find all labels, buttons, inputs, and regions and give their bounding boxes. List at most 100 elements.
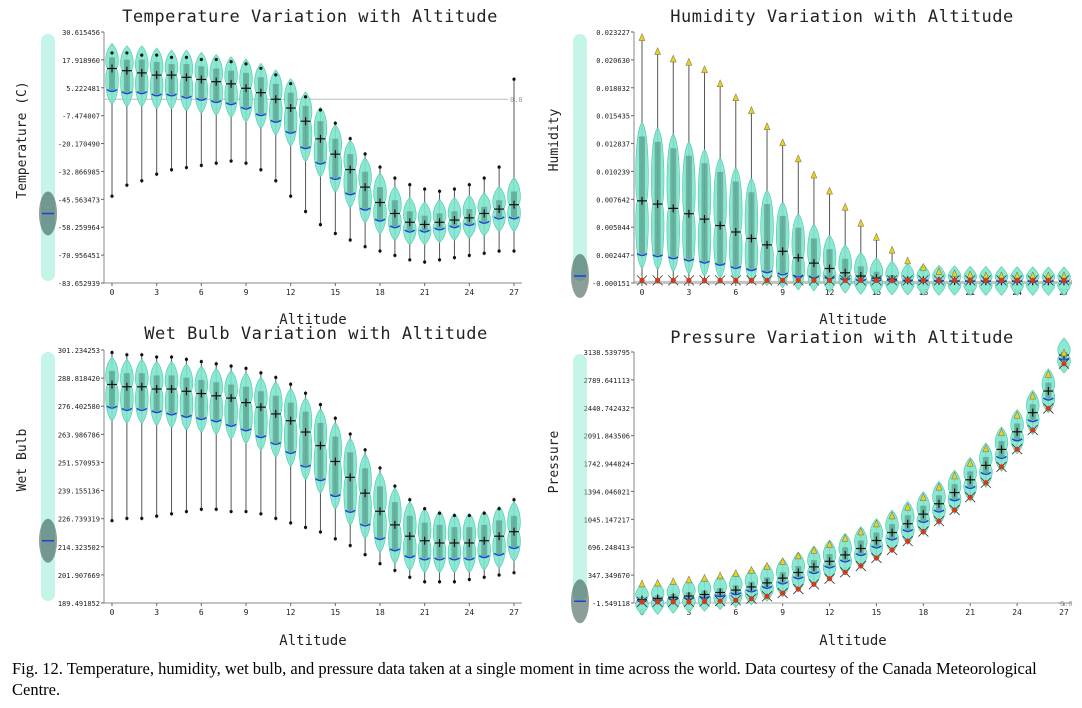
violin-body [164,360,179,429]
max-marker [841,202,849,211]
violin-group [932,480,946,527]
y-tick-label: 301.234253 [58,347,100,355]
min-marker [811,581,817,587]
violin-group [650,578,665,615]
violin-group [713,571,727,611]
violin-group [916,491,931,537]
violin-group [224,56,238,163]
violin-body [791,213,805,291]
max-marker [140,353,144,357]
min-marker [348,543,352,548]
chart-panel-2: Humidity Variation with Altitude Altitude… [547,7,1073,328]
mean-marker [792,576,804,580]
mean-marker [714,594,726,598]
violin-group [313,106,328,227]
y-tick-label: 2440.742432 [584,405,630,413]
chart-title: Humidity Variation with Altitude [670,7,1014,27]
violin-group [313,402,328,534]
violin-body [179,363,194,431]
min-marker [274,516,278,520]
chart-title: Wet Bulb Variation with Altitude [144,324,488,344]
min-marker [125,516,129,520]
min-marker [303,525,308,529]
max-marker [497,165,501,169]
violin-iqr-box [332,436,339,496]
y-tick-label: 17.918960 [62,57,100,65]
max-marker [919,262,927,271]
violin-group [417,506,432,584]
violin-group [791,551,805,595]
min-marker [795,586,801,592]
violin-group [916,262,931,296]
violin-iqr-box [109,370,115,408]
min-marker [858,277,864,283]
mean-marker [871,545,882,549]
chart-title: Temperature Variation with Altitude [122,7,498,27]
min-marker [639,277,645,283]
violin-group [120,45,134,188]
x-tick-label: 18 [919,608,929,617]
mean-marker [181,95,192,99]
violin-group [224,364,238,514]
min-marker [184,509,189,514]
violin-iqr-box [717,171,724,265]
reference-line-label: 0.0 [1060,600,1073,608]
max-marker [779,138,787,147]
mean-marker [315,478,326,482]
violin-group [1026,266,1040,296]
min-marker [951,277,958,283]
violin-iqr-box [732,181,739,268]
violin-iqr-box [272,395,279,444]
violin-body [298,91,313,163]
min-marker [905,277,911,283]
max-marker [423,187,427,191]
violin-group [885,509,899,556]
y-tick-label: 696.248413 [588,544,630,552]
violin-group [432,510,447,584]
mean-marker [419,229,431,233]
x-tick-label: 0 [110,608,115,617]
max-marker [1013,410,1021,419]
max-marker [423,507,427,511]
mean-marker [933,509,945,513]
max-marker [155,53,159,57]
mean-marker [434,557,445,561]
violin-iqr-box [183,377,190,417]
min-marker [920,528,926,535]
mean-marker [225,102,237,106]
violin-group [947,469,962,516]
mean-marker [374,218,386,222]
mean-marker [777,272,789,276]
violin-group [1010,408,1024,455]
max-marker [289,382,293,386]
x-axis-label: Altitude [819,633,886,649]
violin-group [729,93,743,286]
max-marker [763,561,771,570]
mean-marker [463,557,475,561]
reference-line-label: 0.0 [510,96,523,104]
max-marker [348,136,352,141]
violin-group [1041,368,1056,414]
max-marker [512,498,516,502]
violin-iqr-box [701,163,708,263]
max-marker [1029,391,1037,400]
violin-body [328,422,343,510]
y-axis-label: Temperature (C) [15,81,30,198]
max-marker [873,519,880,528]
max-marker [685,57,693,66]
max-marker [685,575,693,584]
violin-group [650,46,665,286]
mean-marker [463,222,475,227]
violin-group [105,43,119,199]
max-marker [794,551,802,560]
max-marker [169,55,174,59]
y-tick-label: -83.652939 [58,280,100,288]
violin-iqr-box [764,204,771,272]
violin-group [635,579,649,616]
max-marker [259,66,263,70]
mean-marker [240,428,252,432]
violin-group [135,352,149,521]
mean-marker [886,537,898,541]
y-tick-label: 0.005044 [596,224,630,232]
mean-marker [300,464,311,468]
